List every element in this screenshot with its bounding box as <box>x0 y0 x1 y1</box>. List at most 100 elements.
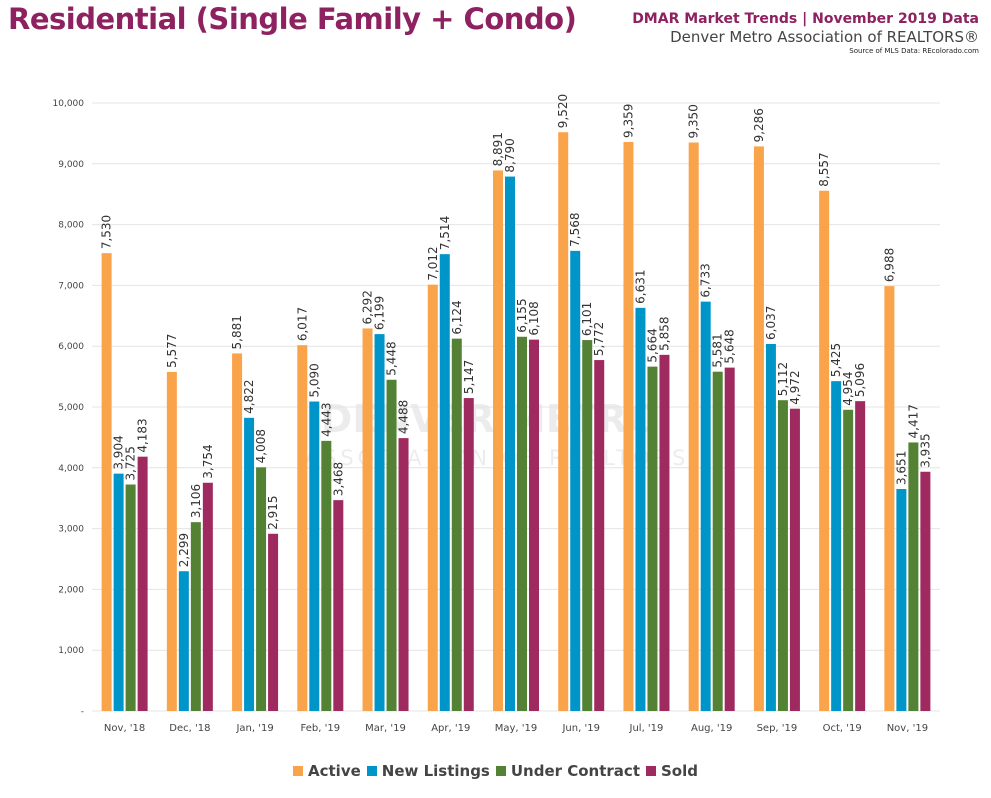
data-label: 5,772 <box>592 322 606 356</box>
y-tick-label: 9,000 <box>58 160 84 170</box>
bar-active <box>623 141 634 712</box>
bar-active <box>753 146 764 711</box>
data-label: 8,790 <box>503 138 517 172</box>
data-label: 6,631 <box>633 269 647 303</box>
y-tick-label: 10,000 <box>53 99 85 109</box>
y-tick-label: 6,000 <box>58 342 84 352</box>
bar-sold <box>789 408 800 711</box>
data-label: 5,881 <box>230 315 244 349</box>
bar-new-listings <box>178 571 189 711</box>
data-label: 9,359 <box>621 104 635 138</box>
y-tick-label: 3,000 <box>58 525 84 535</box>
legend-item: Under Contract <box>495 762 640 780</box>
data-label: 7,530 <box>100 215 114 249</box>
data-label: 4,822 <box>242 379 256 413</box>
data-label: 4,488 <box>397 400 411 434</box>
legend-label: Under Contract <box>510 762 640 780</box>
data-label: 5,664 <box>645 328 659 362</box>
data-label: 5,425 <box>829 343 843 377</box>
data-label: 4,183 <box>136 418 150 452</box>
bar-new-listings <box>896 489 907 711</box>
bar-new-listings <box>309 401 320 711</box>
bar-active <box>884 286 895 711</box>
bar-under-contract <box>386 379 397 711</box>
x-tick-label: Sep, '19 <box>757 723 798 734</box>
data-label: 3,725 <box>124 446 138 480</box>
page-title: Residential (Single Family + Condo) <box>8 2 577 36</box>
bar-new-listings <box>570 250 581 711</box>
bar-sold <box>137 456 148 711</box>
bar-new-listings <box>439 254 450 711</box>
data-label: 7,012 <box>426 246 440 280</box>
data-label: 6,733 <box>699 263 713 297</box>
data-label: 5,147 <box>462 360 476 394</box>
data-label: 5,648 <box>723 329 737 363</box>
data-label: 6,124 <box>450 300 464 334</box>
report-subtitle: DMAR Market Trends | November 2019 Data <box>632 11 979 27</box>
y-tick-label: - <box>81 707 84 717</box>
y-tick-label: 5,000 <box>58 403 84 413</box>
y-tick-label: 8,000 <box>58 221 84 231</box>
x-tick-label: Apr, '19 <box>431 723 470 734</box>
data-label: 5,112 <box>776 362 790 396</box>
chart-legend: Active New Listings Under Contract Sold <box>0 762 991 780</box>
data-label: 6,155 <box>515 298 529 332</box>
data-label: 6,101 <box>580 302 594 336</box>
bar-new-listings <box>505 176 515 711</box>
legend-swatch <box>495 766 506 776</box>
bar-sold <box>268 533 279 711</box>
bar-new-listings <box>635 307 646 711</box>
data-label: 9,286 <box>752 108 766 142</box>
data-label: 4,008 <box>254 429 268 463</box>
bar-active <box>558 132 569 711</box>
legend-swatch <box>646 766 656 776</box>
data-label: 3,935 <box>918 433 932 467</box>
bar-under-contract <box>908 442 919 711</box>
data-label: 3,106 <box>189 484 203 518</box>
data-label: 3,904 <box>112 435 126 469</box>
bar-under-contract <box>777 400 788 711</box>
data-label: 6,037 <box>764 306 778 340</box>
legend-label: Active <box>308 762 361 780</box>
data-label: 5,581 <box>711 333 725 367</box>
legend-label: Sold <box>661 762 698 780</box>
data-label: 8,557 <box>817 152 831 186</box>
data-label: 3,754 <box>201 444 215 478</box>
data-label: 4,443 <box>319 403 333 437</box>
data-label: 6,199 <box>373 296 387 330</box>
data-label: 3,651 <box>894 451 908 485</box>
bar-active <box>427 284 438 711</box>
y-tick-label: 4,000 <box>58 464 84 474</box>
y-tick-label: 7,000 <box>58 281 84 291</box>
data-label: 9,350 <box>687 104 701 138</box>
bar-active <box>297 345 308 711</box>
data-label: 7,514 <box>438 216 452 250</box>
data-label: 6,017 <box>295 307 309 341</box>
data-label: 6,292 <box>361 290 375 324</box>
data-label: 5,096 <box>853 363 867 397</box>
bar-new-listings <box>700 301 711 711</box>
data-label: 5,577 <box>165 334 179 368</box>
data-label: 5,448 <box>385 341 399 375</box>
bar-active <box>688 142 699 711</box>
bar-sold <box>920 471 931 711</box>
bar-sold <box>333 500 344 711</box>
y-tick-label: 2,000 <box>58 585 84 595</box>
data-label: 3,468 <box>331 462 345 496</box>
bar-under-contract <box>582 340 593 711</box>
x-tick-label: Jan, '19 <box>235 723 273 734</box>
bar-active <box>493 170 503 712</box>
x-tick-label: Feb, '19 <box>301 723 341 734</box>
legend-item: New Listings <box>366 762 490 780</box>
bar-under-contract <box>451 338 462 711</box>
organization-name: Denver Metro Association of REALTORS® <box>670 28 979 46</box>
bar-new-listings <box>113 473 124 711</box>
bar-new-listings <box>374 334 385 711</box>
data-label: 7,568 <box>568 213 582 247</box>
data-label: 4,417 <box>906 404 920 438</box>
x-tick-label: Jun, '19 <box>561 723 599 734</box>
bar-under-contract <box>843 409 854 711</box>
legend-swatch <box>293 766 303 776</box>
data-label: 4,954 <box>841 371 855 405</box>
